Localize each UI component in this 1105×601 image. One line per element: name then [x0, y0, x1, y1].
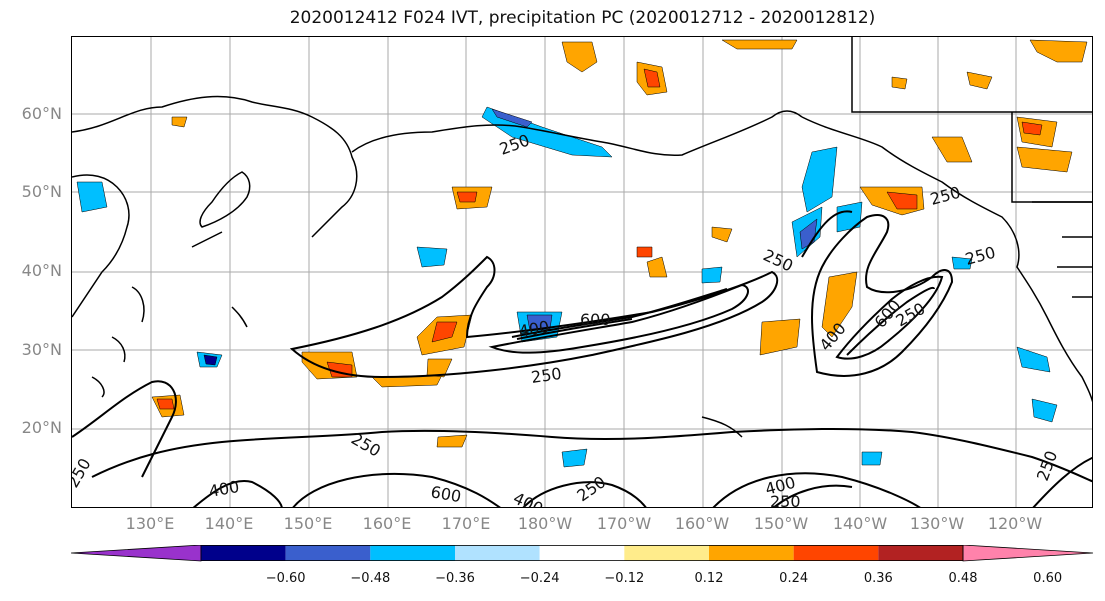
lon-label-150e: 150°E	[283, 514, 333, 533]
colorbar-segment	[793, 545, 879, 561]
colorbar-tick-label: 0.36	[863, 571, 893, 586]
contour-label: 250	[1033, 448, 1061, 483]
contour-label: 400	[510, 488, 546, 508]
lon-label-120w: 120°W	[987, 514, 1043, 533]
contour-label: 600	[429, 482, 462, 506]
colorbar-segment	[878, 545, 963, 561]
contour-label: 400	[207, 477, 240, 501]
contour-label: 250	[928, 183, 962, 209]
lon-label-140w: 140°W	[832, 514, 888, 533]
colorbar-segment	[709, 545, 794, 561]
contour-label: 250	[963, 243, 997, 269]
colorbar-tick-label: −0.24	[519, 571, 560, 586]
map-canvas: 250 250 250 250 400 600 250 400 600 250 …	[72, 37, 1092, 508]
contour-label: 400	[816, 319, 850, 355]
lon-label-130w: 130°W	[909, 514, 965, 533]
lat-label-20n: 20°N	[21, 418, 62, 437]
colorbar-tick-label: −0.60	[265, 571, 306, 586]
colorbar-extend-low	[71, 545, 202, 562]
coastlines	[72, 37, 1092, 438]
lon-label-130e: 130°E	[125, 514, 175, 533]
colorbar-segment	[370, 545, 455, 561]
ivt-contours	[72, 210, 1092, 507]
precip-positive	[151, 39, 1088, 448]
lon-label-170w: 170°W	[596, 514, 652, 533]
colorbar-segment	[539, 545, 625, 561]
colorbar-segment	[455, 545, 540, 561]
lat-label-40n: 40°N	[21, 261, 62, 280]
lat-label-60n: 60°N	[21, 104, 62, 123]
colorbar-segment	[285, 545, 371, 561]
colorbar-tick-label: 0.24	[779, 571, 809, 586]
colorbar-segment	[201, 545, 286, 561]
colorbar-tick-label: 0.12	[694, 571, 724, 586]
contour-label: 250	[72, 455, 95, 491]
contour-label: 250	[497, 130, 532, 158]
colorbar-tick-label: −0.12	[604, 571, 645, 586]
lon-label-140e: 140°E	[204, 514, 254, 533]
map-title: 2020012412 F024 IVT, precipitation PC (2…	[289, 8, 876, 28]
lon-label-160e: 160°E	[362, 514, 412, 533]
lon-label-150w: 150°W	[753, 514, 809, 533]
lat-label-30n: 30°N	[21, 340, 62, 359]
contour-label: 250	[760, 245, 796, 275]
lon-label-180w: 180°W	[517, 514, 573, 533]
colorbar-segment	[624, 545, 709, 561]
graticule	[72, 37, 1092, 507]
colorbar-frame	[200, 545, 964, 561]
colorbar-tick-label: −0.48	[350, 571, 391, 586]
contour-label: 250	[770, 492, 801, 508]
contour-label: 250	[573, 472, 609, 505]
precip-negative	[76, 106, 1058, 468]
lat-label-50n: 50°N	[21, 182, 62, 201]
colorbar-tick-label: 0.48	[948, 571, 978, 586]
colorbar	[71, 545, 1094, 562]
colorbar-tick-label: −0.36	[435, 571, 475, 586]
contour-label: 250	[530, 364, 563, 387]
colorbar-extend-high	[962, 545, 1094, 562]
lon-label-160w: 160°W	[674, 514, 730, 533]
contour-label: 600	[580, 310, 611, 329]
map-panel: 250 250 250 250 400 600 250 400 600 250 …	[71, 36, 1093, 508]
colorbar-tick-label: 0.60	[1033, 571, 1063, 586]
lon-label-170e: 170°E	[441, 514, 491, 533]
